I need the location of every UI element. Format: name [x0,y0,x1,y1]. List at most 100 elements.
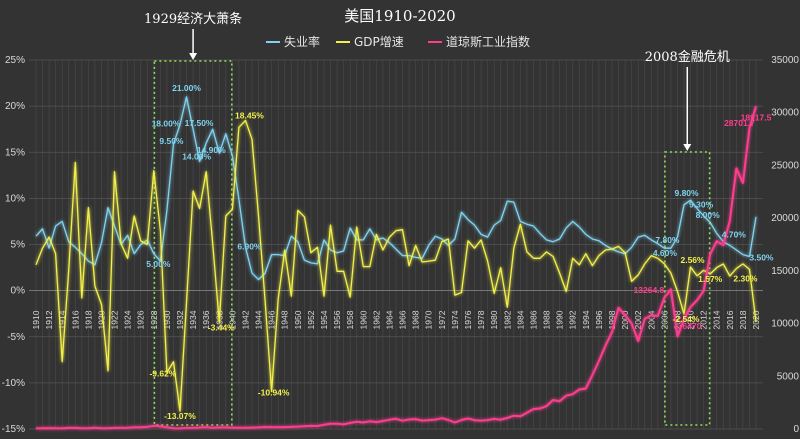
x-tick-label: 1966 [398,310,408,329]
x-tick-label: 1982 [502,310,512,329]
data-label: 21.00% [172,83,201,93]
data-label: -3.44% [208,322,235,332]
x-tick-label: 1976 [463,310,473,329]
series-line-dow [35,106,757,430]
y-left-tick-label: 0% [11,286,26,297]
legend-label: 失业率 [284,34,320,49]
y-right-tick-label: 15000 [771,266,799,277]
y-left-tick-label: -10% [2,378,25,389]
y-left-tick-label: 20% [5,101,25,112]
x-tick-label: 1980 [489,310,499,329]
chart-title: 美国1910-2020 [344,7,455,25]
x-tick-label: 1958 [345,310,355,329]
x-tick-label: 1970 [424,310,434,329]
y-right-tick-label: 35000 [771,55,799,66]
y-left-tick-label: 5% [11,240,26,251]
x-tick-label: 1920 [96,310,106,329]
y-left-tick-label: 15% [5,147,25,158]
x-tick-label: 1922 [110,310,120,329]
x-tick-label: 1954 [319,310,329,329]
data-label: -10.94% [258,388,290,398]
data-label: 9.30% [689,200,714,210]
series-line-unemployment [35,96,757,281]
x-tick-label: 2000 [620,310,630,329]
x-tick-label: 1986 [528,310,538,329]
x-tick-label: 1968 [411,310,421,329]
annotation-box [664,151,711,426]
x-tick-label: 1942 [240,310,250,329]
data-label: -9.62% [149,369,176,379]
x-tick-label: 1964 [384,310,394,329]
y-left-tick-label: 25% [5,55,25,66]
x-tick-label: 1910 [31,310,41,329]
x-tick-label: 2002 [633,310,643,329]
data-label: 6470 [683,321,702,331]
series-lines [35,96,757,430]
annotation-label: 1929经济大萧条 [144,11,242,27]
data-label: 4.60% [653,248,678,258]
x-tick-label: 1990 [555,310,565,329]
annotation-box [153,60,233,426]
x-tick-label: 1936 [201,310,211,329]
data-label: 4.70% [722,229,747,239]
y-right-tick-label: 5000 [777,371,800,382]
y-left-tick-label: 10% [5,193,25,204]
data-label: 17.50% [185,118,214,128]
x-tick-label: 1914 [57,310,67,329]
x-tick-label: 1950 [293,310,303,329]
data-label: -13.07% [164,411,196,421]
y-right-tick-label: 0 [793,424,799,435]
x-tick-label: 1946 [267,310,277,329]
legend-label: 道琼斯工业指数 [446,34,530,49]
x-tick-label: 1998 [607,310,617,329]
x-tick-label: 1932 [175,310,185,329]
x-tick-label: 1974 [450,310,460,329]
x-tick-label: 1960 [358,310,368,329]
data-label: 7.80% [655,235,680,245]
data-label: 6.90% [237,241,262,251]
x-tick-label: 1972 [437,310,447,329]
legend-label: GDP增速 [354,35,404,49]
x-tick-label: 1996 [594,310,604,329]
x-tick-label: 1928 [149,310,159,329]
legend: 失业率 GDP增速 道琼斯工业指数 [266,34,530,49]
x-tick-label: 1918 [83,310,93,329]
x-tick-label: 1994 [581,310,591,329]
data-label: 9.50% [159,136,184,146]
annotations: 1929经济大萧条 2008金融危机 [144,11,730,426]
data-label: -2.54% [673,314,700,324]
x-tick-label: 1992 [568,310,578,329]
x-tick-label: 1934 [188,310,198,329]
data-label: 2.30% [733,273,758,283]
data-label: 5.00% [146,259,171,269]
annotation-label: 2008金融危机 [645,49,730,65]
x-tick-label: 2008 [672,310,682,329]
x-tick-label: 2006 [659,310,669,329]
x-tick-label: 1988 [542,310,552,329]
data-labels: 18.00% 21.00% 17.50% 14.90%14.00% 9.50% 5.00%… [146,83,774,421]
x-tick-label: 1978 [476,310,486,329]
data-label: 9.80% [674,188,699,198]
x-tick-label: 1944 [254,310,264,329]
data-label: 14.00% [182,151,211,161]
x-tick-label: 1926 [136,310,146,329]
x-tick-label: 1924 [123,310,133,329]
y-right-tick-label: 25000 [771,160,799,171]
x-tick-label: 2004 [646,310,656,329]
data-label: 13264.8 [634,285,665,295]
y-axis-right: 35000 30000 25000 20000 15000 10000 5000 0 [771,55,799,435]
y-left-tick-label: -15% [2,424,25,435]
annotation-arrow-head [683,144,692,151]
data-label: 18917.5 [741,112,772,122]
x-tick-label: 1930 [162,310,172,329]
y-left-tick-label: -5% [7,332,25,343]
data-label: 8.00% [696,210,721,220]
x-tick-label: 2012 [699,310,709,329]
data-label: 14.90% [197,145,226,155]
x-tick-label: 2016 [725,310,735,329]
y-axis-left: 25% 20% 15% 10% 5% 0% -5% -10% -15% [2,55,25,435]
series-line-gdp [35,119,757,412]
y-right-tick-label: 10000 [771,319,799,330]
x-tick-label: 1952 [306,310,316,329]
